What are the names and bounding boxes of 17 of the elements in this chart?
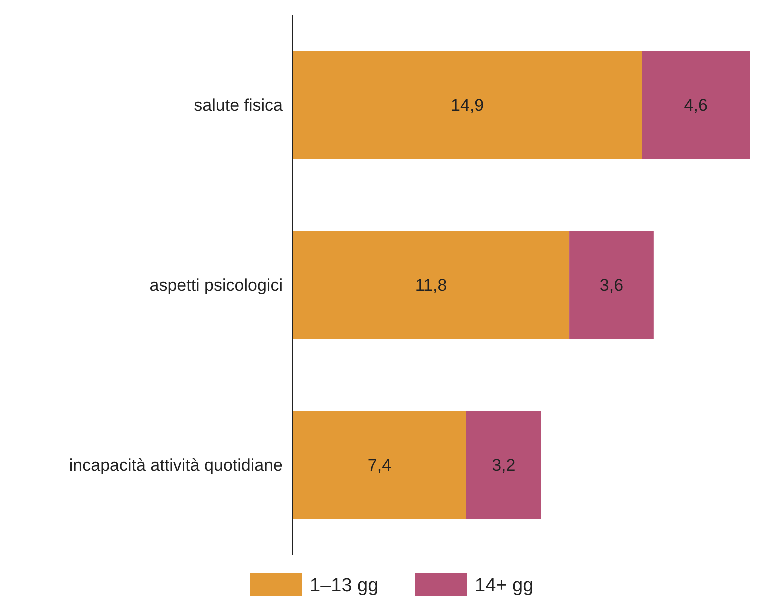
y-tick-label: aspetti psicologici — [150, 276, 283, 295]
y-tick-label: incapacità attività quotidiane — [69, 456, 283, 475]
bar — [293, 51, 642, 159]
bar — [466, 411, 542, 519]
bar — [293, 411, 466, 519]
data-label: 4,6 — [684, 96, 708, 115]
data-label: 7,4 — [368, 456, 392, 475]
legend-label: 14+ gg — [475, 576, 534, 596]
bar — [642, 51, 750, 159]
bar — [570, 231, 654, 339]
bar — [293, 231, 570, 339]
data-label: 14,9 — [451, 96, 484, 115]
data-label: 3,6 — [600, 276, 624, 295]
data-label: 11,8 — [415, 276, 448, 295]
y-tick-label: salute fisica — [194, 96, 284, 115]
data-label: 3,2 — [492, 456, 516, 475]
legend-label: 1–13 gg — [310, 576, 379, 596]
